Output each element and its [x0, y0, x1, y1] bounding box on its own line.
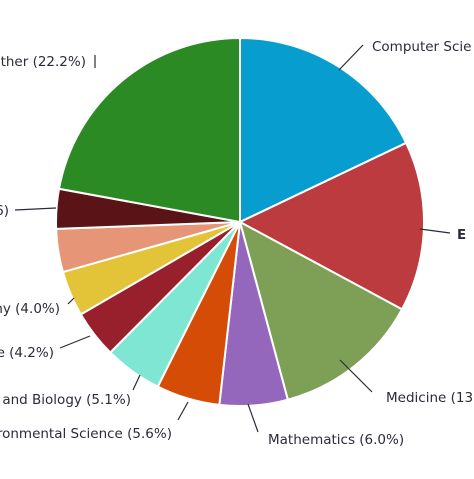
slice-label: 6)	[0, 203, 9, 219]
slice-leader-line	[132, 374, 141, 391]
slice-label: nvironmental Science (5.6%)	[0, 426, 172, 442]
pie-slice	[57, 36, 241, 224]
slice-label: ther (22.2%)	[1, 54, 86, 70]
pie-labels: Computer Scie E Medicine (13 Mathematics (6…	[0, 39, 473, 448]
slice-label: try and Biology (5.1%)	[0, 392, 131, 408]
slice-leader-line	[67, 297, 75, 305]
slice-leader-line	[59, 335, 91, 349]
slice-label: Mathematics (6.0%)	[268, 432, 404, 448]
pie-slices	[55, 36, 425, 407]
pie-slice	[237, 141, 425, 311]
slice-label: my (4.0%)	[0, 301, 60, 317]
slice-label: Computer Scie	[372, 39, 471, 55]
slice-label: E	[457, 227, 466, 243]
slice-leader-line	[247, 403, 259, 433]
slice-leader-line	[419, 228, 451, 234]
slice-leader-line	[177, 401, 189, 421]
slice-label: e (4.2%)	[0, 345, 54, 361]
pie-slice	[239, 36, 408, 224]
slice-leader-line	[338, 44, 364, 71]
pie-slice	[238, 220, 404, 401]
slice-label: Medicine (13	[386, 390, 473, 406]
slice-leader-line	[14, 207, 57, 211]
slice-leader-line	[339, 359, 373, 393]
